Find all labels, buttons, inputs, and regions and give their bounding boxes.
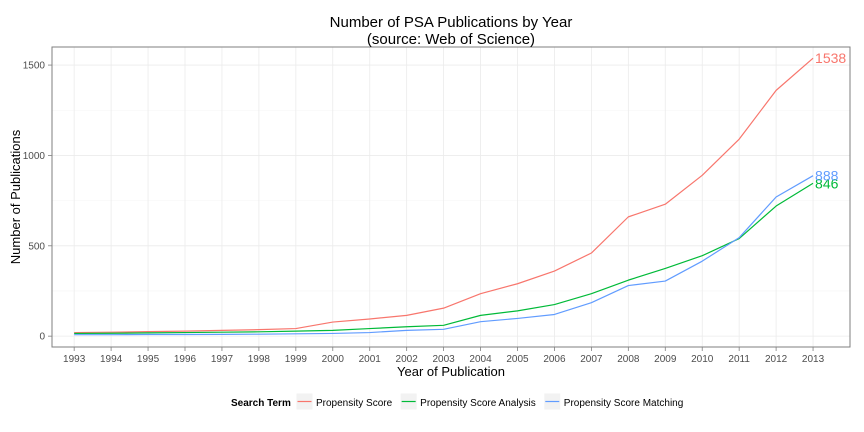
legend-label-2: Propensity Score Analysis	[420, 398, 536, 409]
x-tick-label: 2007	[580, 354, 603, 365]
series-line-2	[74, 182, 814, 335]
legend-items: Propensity Score Propensity Score Analysi…	[295, 392, 684, 411]
series-line-1	[74, 57, 814, 334]
series-lines	[74, 57, 814, 336]
x-tick-label: 2000	[322, 354, 345, 365]
x-tick-label: 2006	[543, 354, 566, 365]
y-tick-label: 500	[28, 241, 45, 252]
chart-title: Number of PSA Publications by Year	[330, 14, 573, 31]
legend-title: Search Term	[231, 398, 291, 409]
x-tick-label: 2008	[617, 354, 640, 365]
chart-subtitle: (source: Web of Science)	[367, 31, 535, 48]
x-tick-label: 2012	[765, 354, 788, 365]
x-tick-label: 2011	[728, 354, 750, 365]
x-tick-label: 1993	[63, 354, 86, 365]
axis-ticks: 0 500 1000 1500 1993 1994 1995 1996 1997 1998 1999…	[23, 61, 825, 365]
plot-panel	[52, 47, 850, 347]
legend-label-1: Propensity Score	[316, 398, 393, 409]
legend: Search Term Propensity Score Propensity S…	[231, 392, 684, 411]
x-tick-label: 1996	[174, 354, 197, 365]
end-label-3: 888	[815, 168, 839, 184]
x-tick-label: 2013	[802, 354, 825, 365]
y-tick-label: 0	[39, 332, 45, 343]
x-tick-label: 1994	[100, 354, 123, 365]
x-tick-label: 1997	[211, 354, 234, 365]
x-tick-label: 2003	[432, 354, 455, 365]
x-tick-label: 2010	[691, 354, 714, 365]
end-label-1: 1538	[815, 50, 846, 66]
x-tick-label: 2005	[506, 354, 529, 365]
x-tick-label: 2001	[359, 354, 382, 365]
x-tick-label: 2004	[469, 354, 492, 365]
x-tick-label: 1998	[248, 354, 271, 365]
x-tick-label: 1995	[137, 354, 160, 365]
x-tick-label: 2009	[654, 354, 677, 365]
end-label-2: 846	[815, 175, 839, 191]
x-tick-label: 1999	[285, 354, 308, 365]
series-line-3	[74, 175, 814, 336]
x-axis-label: Year of Publication	[397, 364, 505, 379]
y-axis-label: Number of Publications	[8, 129, 23, 264]
x-tick-label: 2002	[396, 354, 419, 365]
legend-label-3: Propensity Score Matching	[564, 398, 684, 409]
y-tick-label: 1500	[23, 61, 46, 72]
plot-border	[51, 46, 851, 348]
y-tick-label: 1000	[23, 151, 46, 162]
grid	[52, 47, 850, 347]
